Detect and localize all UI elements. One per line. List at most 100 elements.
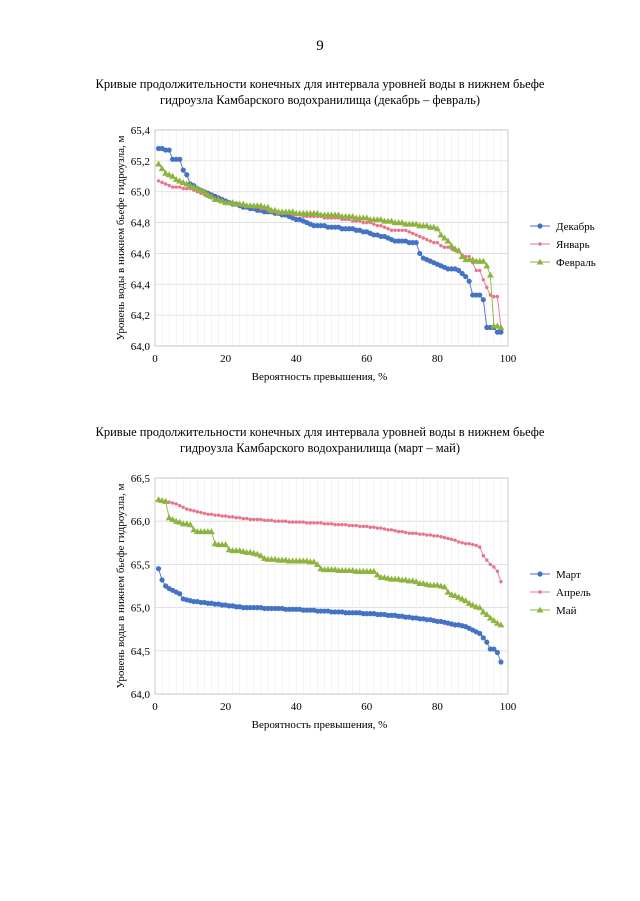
- chart-1-series-2-point: [388, 217, 395, 224]
- chart-2-series-1-point: [368, 525, 373, 529]
- chart-2-series-1-point: [178, 503, 182, 508]
- chart-2-series-1-point: [382, 527, 387, 531]
- chart-2-title-line-1: Кривые продолжительности конечных для ин…: [95, 425, 545, 439]
- chart-2-series-2-point: [313, 561, 321, 567]
- chart-1-series-2-point: [179, 179, 187, 186]
- chart-2-series-1-point: [308, 521, 313, 525]
- chart-2-series-1-point: [389, 528, 394, 532]
- chart-1-series-0-point: [459, 270, 465, 277]
- chart-2-series-1-point: [266, 518, 270, 523]
- chart-2-series-0-point: [480, 635, 486, 641]
- chart-2-series-2-point: [257, 552, 265, 559]
- chart-1-series-1-point: [156, 179, 161, 183]
- chart-1-series-1-point: [403, 228, 408, 232]
- chart-1-series-0-point: [180, 167, 186, 173]
- chart-1-series-1-point: [167, 183, 171, 188]
- chart-2-x-tick-label: 80: [432, 701, 444, 713]
- chart-2-series-1-point: [340, 522, 344, 527]
- chart-1-series-1-point: [160, 180, 164, 185]
- chart-2-x-tick-label: 100: [500, 701, 517, 713]
- chart-2-series-1-point: [372, 525, 376, 529]
- chart-1-series-2-point: [239, 200, 247, 207]
- chart-1-series-0-line: [158, 148, 501, 333]
- chart-2-series-2-point: [370, 567, 378, 574]
- chart-1-x-tick-label: 0: [152, 353, 158, 365]
- chart-1-plot-area: [154, 129, 509, 347]
- chart-2-series-1-point: [230, 515, 235, 519]
- chart-2-series-1-point: [287, 520, 291, 524]
- chart-1-series-1-point: [474, 268, 478, 273]
- chart-1-series-1-point: [418, 234, 422, 239]
- chart-2-series-1-point: [432, 534, 436, 538]
- chart-1-y-axis-label: Уровень воды в нижнем бьефе гидроузла, м: [115, 135, 127, 340]
- chart-2-legend-marker: [538, 590, 542, 594]
- chart-2-series-1-point: [290, 520, 295, 524]
- chart-2-series-1-point: [223, 514, 228, 518]
- chart-1-y-tick-label: 64,0: [131, 341, 151, 353]
- chart-2-series-2-point: [465, 599, 473, 606]
- chart-1-series-2-point: [483, 262, 491, 269]
- chart-1-series-1-point: [439, 244, 443, 248]
- chart-1-series-2-point: [165, 171, 173, 178]
- chart-2-series-1-point: [456, 540, 461, 544]
- chart-2-series-1: [156, 498, 503, 584]
- chart-1-series-1-point: [428, 239, 433, 243]
- chart-2-legend-label: Май: [556, 605, 577, 617]
- chart-2-series-1-point: [442, 535, 447, 540]
- chart-1-series-1-point: [492, 294, 496, 299]
- chart-2-series-1-point: [463, 541, 468, 546]
- chart-1-series-2-point: [215, 196, 222, 202]
- chart-1-series-2-point: [486, 271, 494, 278]
- chart-2-series-1-point: [305, 521, 309, 525]
- chart-2-series-1-point: [333, 522, 337, 527]
- chart-1-series-1-point: [410, 231, 415, 236]
- chart-2-series-2-point: [222, 541, 229, 548]
- chart-2-series-1-point: [326, 522, 330, 526]
- chart-2-legend-item-0: Март: [530, 569, 581, 581]
- chart-1-series-2-point: [412, 220, 420, 227]
- chart-2-series-2-point: [176, 518, 184, 525]
- chart-1-series-2-point: [430, 223, 438, 230]
- chart-1-series-2-point: [494, 322, 501, 329]
- chart-1-series-2-point: [349, 213, 357, 219]
- chart-1-series-1-point: [174, 185, 178, 189]
- chart-1-series-0-point: [455, 267, 462, 273]
- chart-1-series-2-point: [197, 186, 205, 193]
- chart-1-series-1-point: [372, 222, 376, 226]
- chart-2-series-2-point: [455, 593, 462, 600]
- chart-2-series-2-point: [469, 601, 477, 608]
- chart-1-series-0-point: [166, 147, 172, 153]
- chart-1-series-0-point: [417, 250, 423, 257]
- chart-2-series-0-point: [484, 639, 490, 645]
- chart-2-title: Кривые продолжительности конечных для ин…: [60, 424, 580, 456]
- chart-1-series-2-point: [158, 165, 166, 172]
- chart-2-series-0: [155, 566, 504, 665]
- chart-1: 64,0 64,2 64,4 64,6 64,8 65,0 65,2 65,4 0 20 40 60 8…: [115, 125, 596, 383]
- chart-1-series-1-point: [163, 182, 168, 186]
- chart-1-series-2-point: [183, 180, 191, 187]
- chart-1-series-1-point: [375, 223, 380, 228]
- chart-1-series-2-point: [176, 177, 184, 184]
- chart-1-x-tick-label: 60: [361, 353, 373, 365]
- chart-2-series-1-point: [400, 529, 404, 534]
- chart-1-series-0-point: [480, 297, 486, 303]
- chart-2-series-1-point: [185, 507, 189, 511]
- chart-2-series-0-point: [491, 646, 497, 652]
- chart-2-series-1-point: [453, 538, 457, 542]
- chart-2-series-2-point: [476, 604, 484, 611]
- chart-1-series-2-point: [271, 206, 279, 213]
- chart-2-series-1-point: [410, 531, 415, 535]
- chart-1-series-1-point: [414, 233, 418, 237]
- chart-1-series-1: [156, 179, 503, 330]
- chart-2-series-2-point: [310, 558, 318, 565]
- chart-1-y-tick-label: 64,8: [131, 218, 151, 230]
- chart-2-series-2-point: [462, 597, 470, 604]
- chart-1-series-1-point: [478, 268, 482, 273]
- chart-2-series-1-point: [343, 522, 348, 527]
- chart-2-series-1-point: [396, 529, 401, 534]
- chart-1-series-2-point: [169, 172, 177, 179]
- chart-2-series-1-point: [206, 512, 210, 516]
- chart-1-series-1-point: [425, 237, 429, 242]
- chart-2-series-1-point: [474, 543, 478, 548]
- chart-1-x-axis-label: Вероятность превышения, %: [252, 371, 388, 383]
